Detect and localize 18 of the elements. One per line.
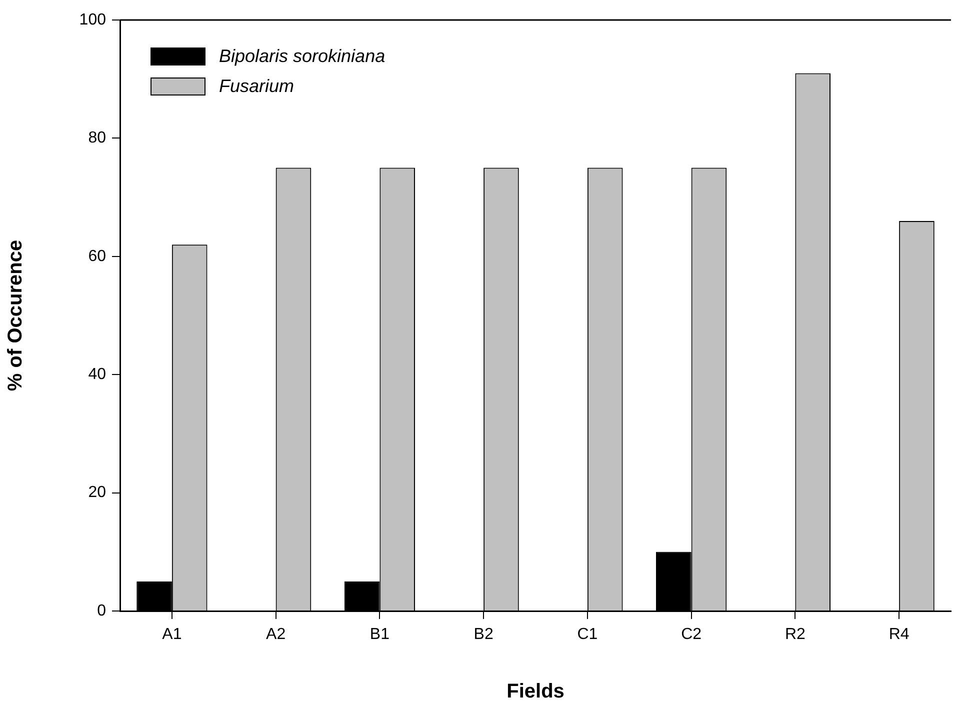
y-axis-title: % of Occurence <box>4 240 27 392</box>
y-tick-label: 80 <box>88 130 106 147</box>
y-tick-label: 20 <box>88 484 106 502</box>
x-tick-label: R2 <box>784 626 806 644</box>
x-tick-label: B1 <box>370 626 390 644</box>
y-tick-label: 0 <box>97 602 106 620</box>
x-tick-label: C2 <box>681 626 702 644</box>
x-tick-label: C1 <box>577 626 598 644</box>
legend-label: Fusarium <box>219 76 294 96</box>
x-tick-label: A1 <box>162 626 182 644</box>
y-tick-label: 100 <box>79 11 106 28</box>
y-tick-label: 40 <box>88 366 106 384</box>
x-tick-label: A2 <box>266 626 286 644</box>
x-tick-label: B2 <box>474 626 494 644</box>
legend-label: Bipolaris sorokiniana <box>219 46 386 66</box>
y-tick-label: 60 <box>88 248 106 265</box>
x-tick-label: R4 <box>888 626 910 644</box>
x-axis-title: Fields <box>506 680 564 703</box>
